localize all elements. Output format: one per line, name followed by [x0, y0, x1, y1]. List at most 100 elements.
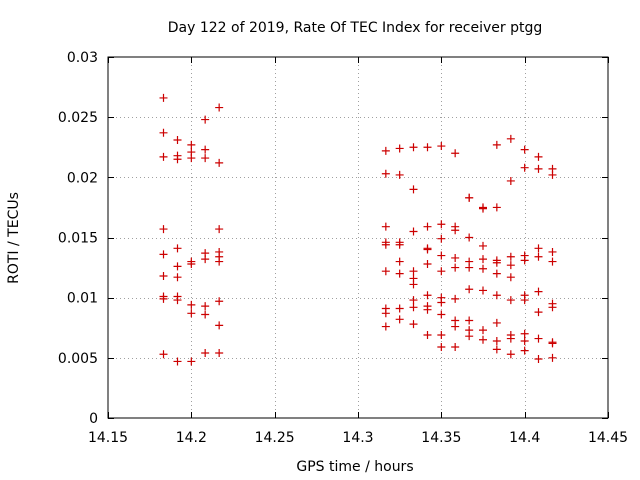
data-point [215, 225, 224, 234]
data-point [409, 143, 418, 152]
data-point [492, 336, 501, 345]
y-tick-label: 0 [89, 411, 98, 427]
data-point [395, 240, 404, 249]
data-point [479, 264, 487, 273]
data-point [423, 330, 432, 339]
data-point [381, 222, 390, 231]
y-tick-label: 0.025 [58, 110, 98, 126]
data-point [479, 255, 487, 264]
data-point [548, 247, 557, 256]
data-point [451, 343, 460, 352]
data-point [187, 357, 196, 366]
data-point [492, 258, 501, 267]
x-tick-label: 14.25 [255, 430, 295, 446]
data-point [395, 304, 404, 313]
data-point [451, 253, 460, 262]
data-point [201, 255, 210, 264]
x-tick-label: 14.15 [88, 430, 128, 446]
y-tick-label: 0.01 [67, 291, 98, 307]
data-point [423, 291, 432, 300]
data-point [520, 256, 529, 265]
data-point [395, 144, 404, 153]
data-points [159, 93, 557, 366]
data-point [520, 346, 529, 355]
y-axis-label: ROTI / TECUs [6, 192, 22, 284]
data-point [437, 310, 446, 319]
data-point [548, 303, 557, 312]
data-point [395, 315, 404, 324]
data-point [437, 142, 446, 151]
data-point [534, 252, 543, 261]
data-point [465, 332, 474, 341]
data-point [187, 259, 196, 268]
data-point [465, 285, 474, 294]
data-point [534, 334, 543, 343]
data-point [159, 128, 168, 137]
data-point [492, 318, 501, 327]
data-point [437, 251, 446, 260]
data-point [201, 349, 210, 358]
data-point [506, 273, 515, 282]
y-tick-label: 0.005 [58, 351, 98, 367]
data-point [395, 269, 404, 278]
data-point [409, 185, 418, 194]
data-point [159, 350, 168, 359]
data-point [173, 262, 182, 271]
data-point [548, 338, 557, 347]
data-point [215, 321, 224, 330]
data-point [159, 272, 168, 281]
data-point [187, 309, 196, 318]
x-tick-label: 14.3 [342, 430, 373, 446]
data-point [534, 152, 543, 161]
data-point [437, 343, 446, 352]
data-point [159, 152, 168, 161]
data-point [423, 259, 432, 268]
data-point [506, 334, 515, 343]
data-point [215, 103, 224, 112]
data-point [381, 267, 390, 276]
data-point [465, 316, 474, 325]
data-point [173, 155, 182, 164]
data-point [534, 164, 543, 173]
axis-ticks: 14.15 14.2 14.25 14.3 14.35 14.4 14.45 0 0.005 0.… [58, 50, 628, 446]
data-point [409, 267, 418, 276]
data-point [173, 357, 182, 366]
data-point [201, 154, 210, 163]
data-point [451, 226, 460, 235]
data-point [548, 170, 557, 179]
data-point [548, 353, 557, 362]
data-point [534, 355, 543, 364]
y-tick-label: 0.02 [67, 170, 98, 186]
data-point [201, 310, 210, 319]
data-point [479, 286, 487, 295]
data-point [395, 257, 404, 266]
data-point [187, 154, 196, 163]
data-point [409, 280, 418, 289]
data-point [437, 330, 446, 339]
data-point [409, 227, 418, 236]
data-point [520, 329, 529, 338]
data-point [548, 257, 557, 266]
data-point [173, 136, 182, 145]
data-point [173, 273, 182, 282]
data-point [520, 145, 529, 154]
data-point [492, 203, 501, 212]
data-point [437, 267, 446, 276]
data-point [381, 322, 390, 331]
data-point [215, 158, 224, 167]
data-point [479, 241, 487, 250]
x-tick-label: 14.45 [588, 430, 628, 446]
data-point [534, 244, 543, 253]
data-point [520, 336, 529, 345]
data-point [492, 269, 501, 278]
grid-lines [108, 57, 608, 418]
data-point [187, 300, 196, 309]
data-point [506, 134, 515, 143]
data-point [465, 193, 474, 202]
data-point [465, 233, 474, 242]
x-tick-label: 14.35 [421, 430, 461, 446]
data-point [479, 204, 487, 213]
data-point [381, 309, 390, 318]
data-point [465, 263, 474, 272]
data-point [520, 296, 529, 305]
